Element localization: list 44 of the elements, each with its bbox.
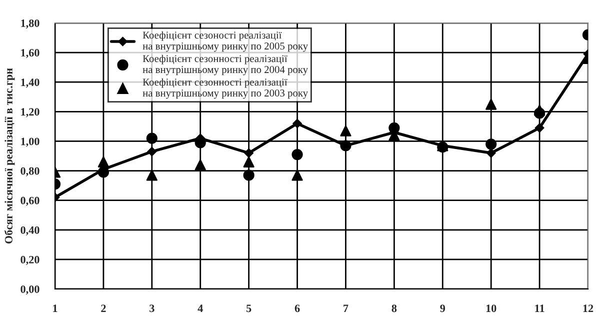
x-tick-label: 9 xyxy=(440,304,446,312)
point xyxy=(243,156,254,168)
x-tick-label: 4 xyxy=(198,304,203,312)
x-tick-label: 3 xyxy=(150,304,154,312)
point xyxy=(486,138,497,150)
x-tick-label: 11 xyxy=(535,304,544,312)
y-tick-label: 1,80 xyxy=(21,19,40,29)
legend-label: Коефіцієнт сезонності реалізації на внутрішньому ринку по 2003 року xyxy=(142,78,308,99)
point xyxy=(244,148,254,158)
point xyxy=(340,125,352,136)
point xyxy=(534,123,544,133)
y-tick-label: 0,40 xyxy=(20,226,40,236)
x-tick-label: 2 xyxy=(101,304,106,312)
point xyxy=(243,170,254,181)
y-tick-label: 1,00 xyxy=(21,138,40,147)
legend-label: Коефіцієнт сезоності реалізації на внутрішньому ринку по 2005 року xyxy=(142,31,308,52)
x-tick-label: 6 xyxy=(294,304,300,312)
y-tick-label: 1,20 xyxy=(21,108,40,118)
point xyxy=(146,132,158,144)
y-tick-label: 0,20 xyxy=(20,256,40,266)
point xyxy=(147,146,157,156)
y-tick-label: 0,00 xyxy=(20,285,40,295)
x-tick-label: 12 xyxy=(583,304,594,312)
point xyxy=(292,118,302,128)
y-axis-title: Обсяг місячної реалізації в тис.грн xyxy=(4,68,15,244)
point xyxy=(98,156,110,168)
point xyxy=(534,104,546,116)
x-tick-label: 1 xyxy=(53,304,58,312)
point xyxy=(146,170,158,181)
x-tick-label: 10 xyxy=(486,304,496,312)
point xyxy=(292,148,303,160)
x-tick-label: 8 xyxy=(392,304,397,312)
point xyxy=(98,166,110,178)
x-tick-label: 7 xyxy=(344,304,348,312)
point xyxy=(292,170,303,181)
y-tick-label: 1,40 xyxy=(21,78,40,88)
point xyxy=(486,98,497,110)
legend-label: Коефіцієнт сезонності реалізації на внутрішньому ринку по 2004 року xyxy=(142,54,308,76)
x-tick-label: 5 xyxy=(246,304,252,312)
point xyxy=(486,148,496,158)
y-tick-label: 0,60 xyxy=(20,196,40,206)
y-tick-label: 0,80 xyxy=(20,167,40,176)
y-tick-label: 1,60 xyxy=(21,49,40,58)
point xyxy=(194,159,206,170)
